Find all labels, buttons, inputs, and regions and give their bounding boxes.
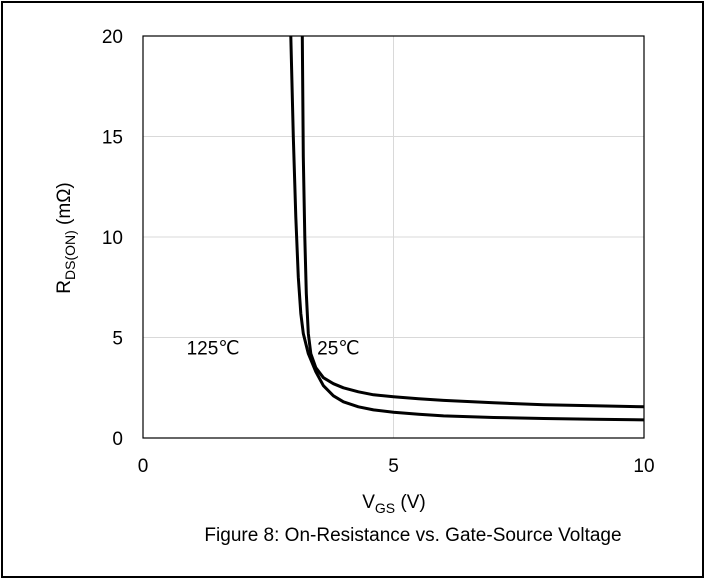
series-line-0 [289, 36, 644, 422]
y-axis-label: RDS(ON) (mΩ) [54, 182, 78, 293]
grid [143, 36, 644, 438]
y-tick-labels: 0 5 10 15 20 [102, 27, 123, 450]
plot-area-border [142, 35, 645, 439]
figure-caption: Figure 8: On-Resistance vs. Gate-Source … [204, 525, 621, 546]
y-tick-label-4: 20 [102, 27, 123, 48]
x-tick-labels: 0 5 10 [138, 456, 655, 477]
series-group [289, 36, 644, 422]
x-tick-label-2: 10 [633, 456, 654, 477]
annotation-label-1: 25℃ [317, 339, 359, 360]
y-tick-label-3: 15 [102, 128, 123, 149]
y-tick-label-1: 5 [112, 329, 123, 350]
y-tick-label-0: 0 [112, 429, 123, 450]
y-tick-label-2: 10 [102, 228, 123, 249]
annotations: 125℃ 25℃ [187, 339, 360, 360]
series-line-1 [300, 36, 644, 409]
x-axis-label: VGS (V) [362, 492, 426, 516]
annotation-label-0: 125℃ [187, 339, 240, 360]
x-tick-label-0: 0 [138, 456, 149, 477]
x-tick-label-1: 5 [388, 456, 399, 477]
